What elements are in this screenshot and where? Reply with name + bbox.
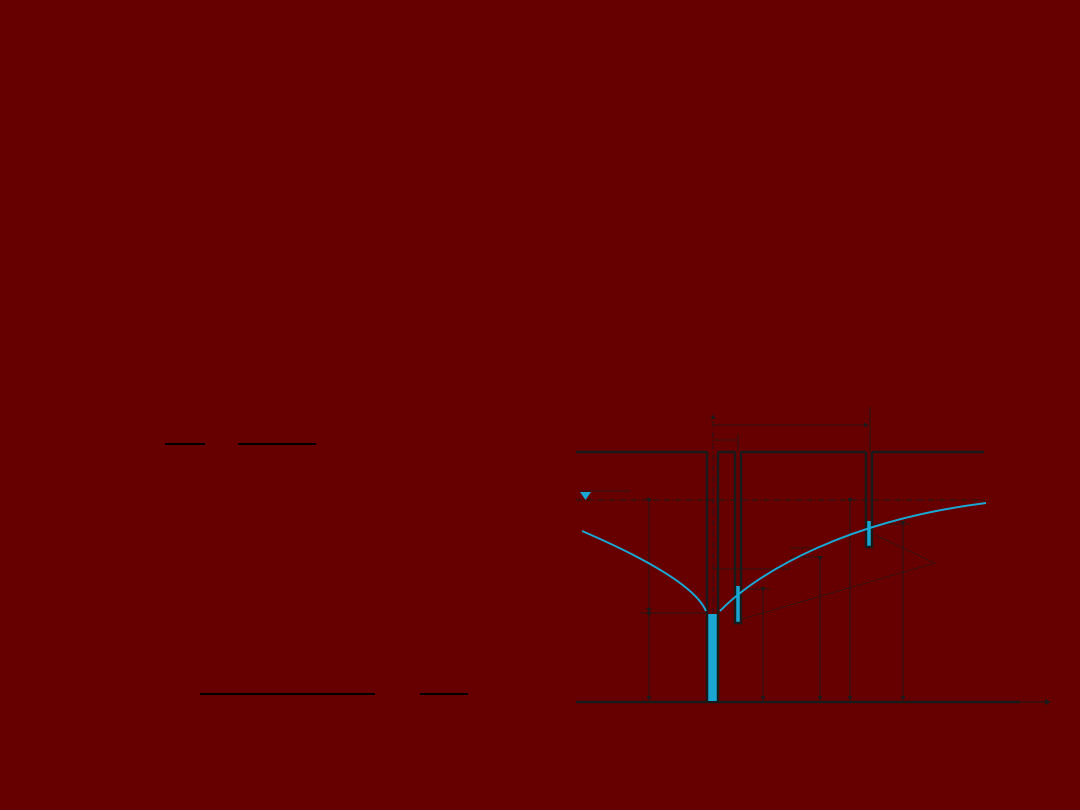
observation-piezometer-2 xyxy=(864,452,874,549)
observation-piezometer-1 xyxy=(733,452,743,625)
pumping-well xyxy=(705,452,720,701)
formula-fraction-bar-3 xyxy=(200,693,375,695)
formula-fraction-bar-1 xyxy=(165,443,205,445)
piezometer-2-water xyxy=(867,521,871,547)
leader-line xyxy=(741,534,936,620)
formula-fraction-bar-2 xyxy=(238,443,316,445)
piezometer-1-water xyxy=(736,586,740,623)
formula-fraction-bar-4 xyxy=(420,693,468,695)
drawdown-curve-left xyxy=(581,530,707,612)
drawdown-curve-right xyxy=(719,502,987,612)
water-level-triangle-icon xyxy=(580,492,591,500)
well-water-column xyxy=(708,614,718,701)
